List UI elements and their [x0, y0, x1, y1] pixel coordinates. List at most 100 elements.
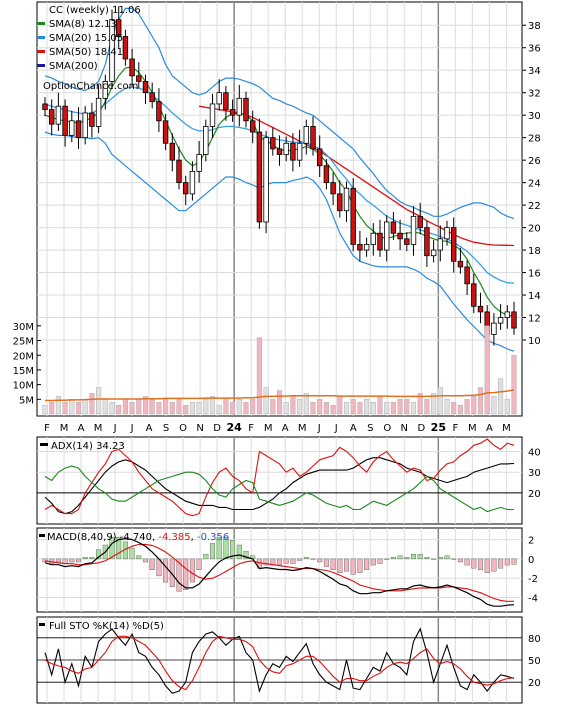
candle-body — [89, 112, 95, 127]
volume-bar — [417, 393, 423, 415]
volume-bar — [243, 402, 249, 415]
price-y-tick-label: 38 — [528, 21, 541, 32]
x-tick-label: M — [60, 423, 69, 434]
volume-bar — [464, 399, 470, 415]
adx-legend-swatch — [40, 443, 48, 446]
candle-body — [497, 317, 504, 324]
macd-histogram-bar — [337, 558, 343, 573]
macd-histogram-bar — [89, 557, 95, 560]
candle-body — [290, 142, 296, 161]
volume-bar — [437, 387, 443, 415]
candle-body — [115, 19, 122, 37]
price-y-tick-label: 18 — [528, 246, 541, 257]
volume-y-tick-label: 30M — [13, 322, 34, 333]
volume-bar — [49, 402, 55, 415]
candle-body — [196, 154, 202, 172]
x-tick-label: S — [367, 423, 373, 434]
candle-body — [430, 249, 437, 257]
candle-body — [343, 187, 350, 212]
volume-bar — [457, 404, 463, 415]
candle-body — [417, 215, 423, 228]
macd-histogram-bar — [511, 558, 517, 565]
macd-histogram-bar — [69, 558, 75, 563]
candle-body — [370, 232, 377, 245]
macd-histogram-bar — [404, 557, 410, 560]
macd-histogram-bar — [55, 558, 61, 563]
volume-bar — [283, 402, 289, 415]
macd-histogram-bar — [431, 558, 437, 560]
volume-bar — [317, 399, 323, 415]
candle-body — [82, 112, 88, 139]
candle-body — [424, 227, 430, 257]
macd-histogram-bar — [303, 557, 309, 560]
macd-histogram-bar — [370, 558, 376, 566]
adx-y-tick-label: 30 — [528, 468, 541, 479]
macd-histogram-bar — [62, 558, 68, 564]
volume-bar — [136, 399, 142, 415]
volume-bar — [270, 399, 276, 415]
macd-histogram-bar — [290, 558, 296, 564]
candle-body — [62, 105, 68, 136]
volume-bar — [209, 396, 216, 415]
x-tick-label: J — [113, 423, 117, 434]
volume-bar — [263, 387, 269, 415]
macd-histogram-bar — [323, 558, 329, 567]
candle-body — [169, 142, 176, 161]
x-tick-label: J — [130, 423, 134, 434]
macd-histogram-bar — [377, 558, 383, 564]
candle-body — [404, 238, 410, 245]
candle-body — [102, 81, 109, 99]
macd-y-tick-label: 2 — [528, 536, 534, 547]
volume-bar — [176, 399, 182, 415]
candle-body — [229, 109, 236, 116]
candle-body — [109, 19, 115, 82]
macd-histogram-bar — [129, 547, 135, 560]
volume-bar — [183, 404, 189, 415]
x-tick-label: M — [264, 423, 273, 434]
macd-histogram-bar — [397, 555, 403, 560]
macd-histogram-bar — [116, 537, 122, 560]
price-y-tick-label: 36 — [528, 44, 541, 55]
volume-bar — [96, 387, 102, 415]
macd-y-tick-label: 0 — [528, 555, 534, 566]
volume-bar — [116, 404, 122, 415]
candle-body — [149, 92, 155, 103]
macd-histogram-bar — [196, 558, 202, 570]
volume-bar — [384, 402, 390, 415]
volume-bar — [69, 399, 75, 415]
volume-bar — [82, 399, 88, 415]
macd-histogram-bar — [169, 558, 175, 587]
macd-histogram-bar — [464, 558, 470, 566]
macd-histogram-bar — [364, 558, 370, 570]
macd-histogram-bar — [209, 543, 216, 560]
volume-bar — [370, 402, 376, 415]
price-y-tick-label: 22 — [528, 201, 541, 212]
volume-bar — [451, 402, 457, 415]
volume-bar — [410, 402, 417, 415]
volume-y-tick-label: 10M — [13, 381, 34, 392]
bollinger-lower-line — [44, 131, 515, 352]
legend-label: SMA(8) 12.13 — [49, 19, 117, 30]
volume-bar — [397, 399, 403, 415]
volume-bar — [169, 402, 175, 415]
volume-bar — [498, 378, 504, 415]
legend-label: SMA(20) 15.05 — [49, 33, 123, 44]
volume-bar — [196, 402, 202, 415]
x-tick-label: O — [383, 423, 391, 434]
candle-body — [511, 311, 517, 329]
candle-body — [316, 148, 323, 167]
macd-histogram-bar — [417, 554, 423, 560]
macd-histogram-bar — [457, 558, 463, 563]
volume-bar — [62, 402, 68, 415]
macd-histogram-bar — [236, 544, 242, 560]
macd-histogram-bar — [283, 558, 289, 564]
x-tick-label: M — [468, 423, 477, 434]
macd-histogram-bar — [176, 558, 182, 592]
macd-signal-value: -4.385 — [158, 532, 190, 543]
volume-bar — [163, 399, 169, 415]
volume-bar — [256, 337, 262, 415]
volume-y-tick-label: 25M — [13, 337, 34, 348]
macd-y-tick-label: -4 — [528, 594, 538, 605]
candle-body — [129, 58, 135, 77]
